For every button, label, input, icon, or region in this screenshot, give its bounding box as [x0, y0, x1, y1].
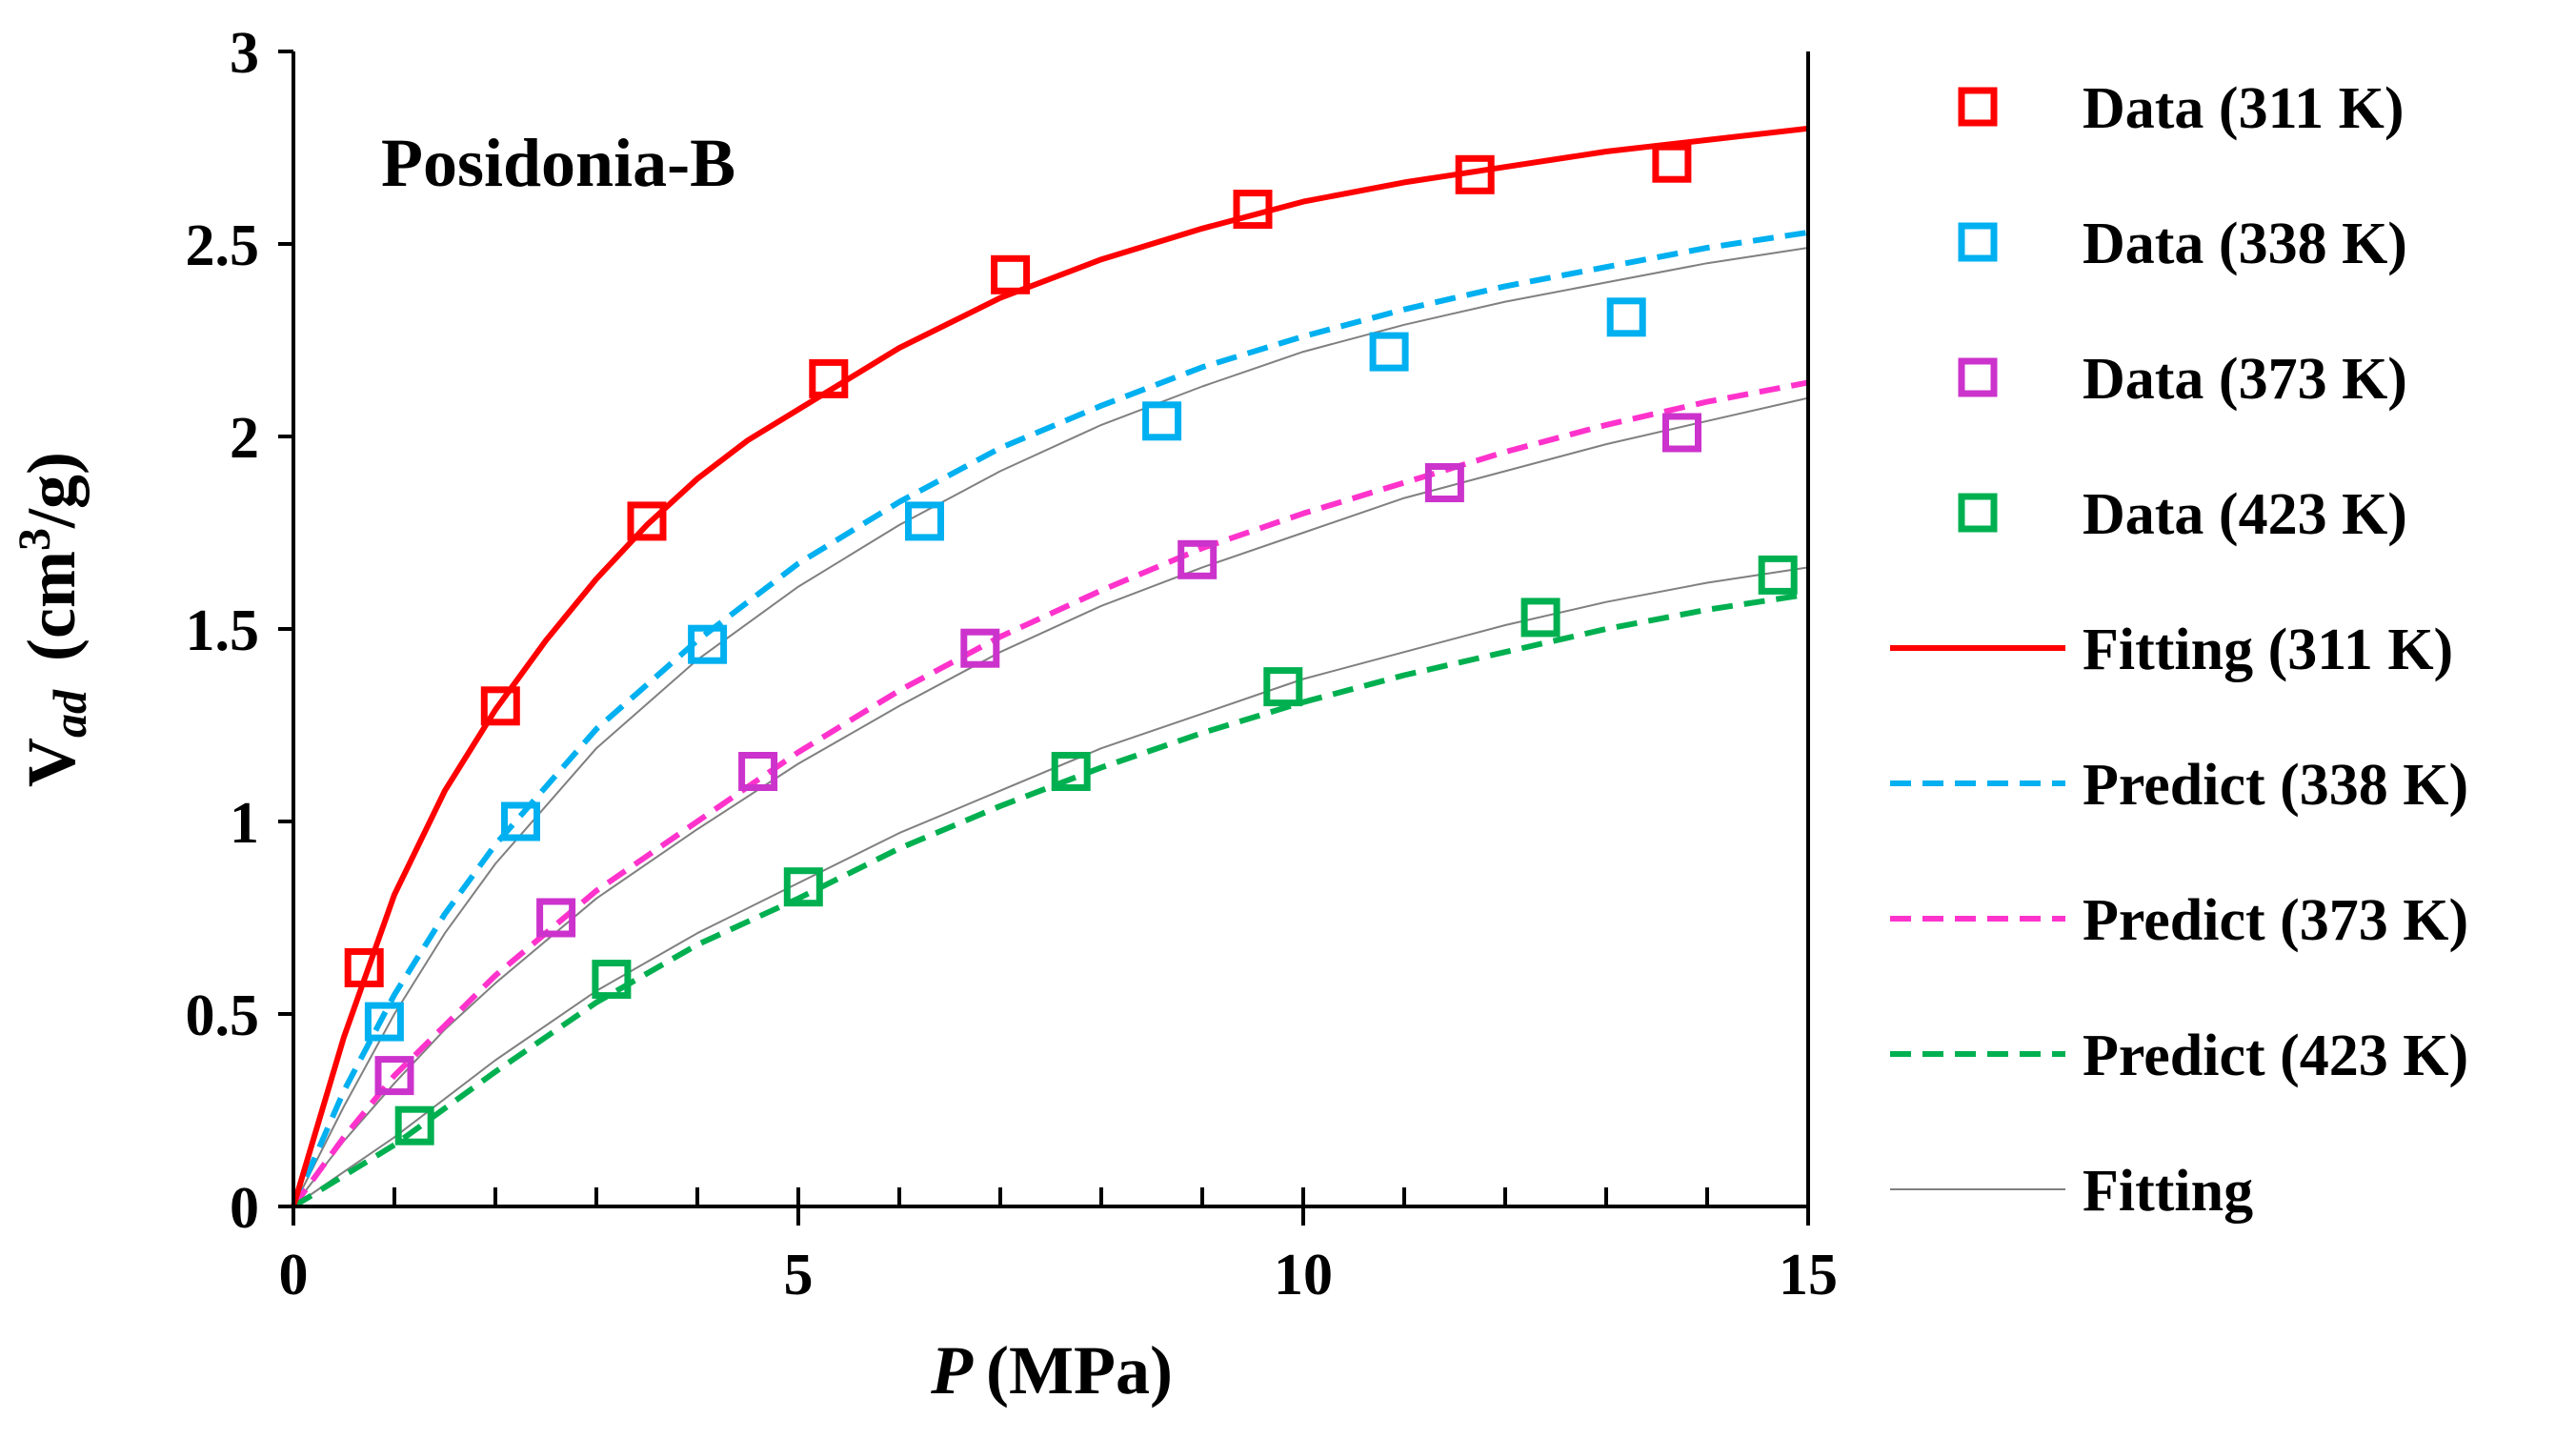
- point-data-338-k-2: [501, 801, 540, 841]
- x-tick-label: 5: [784, 1243, 814, 1307]
- legend-label-predict-423-k: Predict (423 K): [2083, 1024, 2468, 1088]
- legend-label-predict-373-k: Predict (373 K): [2083, 888, 2468, 953]
- legend-marker-data-311-k: [1958, 87, 1998, 127]
- y-tick-label: 0.5: [186, 983, 260, 1048]
- point-data-338-k-1: [364, 1002, 404, 1042]
- point-data-311-k-5: [991, 254, 1031, 294]
- point-data-423-k-3: [783, 867, 823, 907]
- x-axis-symbol: P: [930, 1332, 974, 1409]
- legend-label-fitting-311-k: Fitting (311 K): [2083, 618, 2453, 682]
- legend-label-data-311-k: Data (311 K): [2083, 76, 2405, 141]
- x-tick-label: 15: [1779, 1243, 1838, 1307]
- plot-area: [291, 125, 1809, 1209]
- point-data-311-k-2: [480, 686, 520, 726]
- legend-marker-data-423-k: [1958, 493, 1998, 533]
- point-data-373-k-1: [374, 1056, 414, 1096]
- point-data-373-k-4: [960, 628, 1000, 668]
- point-data-373-k-7: [1662, 413, 1701, 453]
- point-data-423-k-5: [1263, 667, 1303, 707]
- point-data-338-k-3: [688, 624, 728, 664]
- y-axis-subscript: ad: [43, 689, 96, 738]
- x-tick-label: 0: [279, 1243, 309, 1307]
- y-axis-unit: (cm: [13, 551, 90, 661]
- legend-label-data-373-k: Data (373 K): [2083, 347, 2407, 412]
- axes: 0 0.5 1 1.5 2 2.5 3 0 5 10 15: [186, 21, 1839, 1307]
- point-data-311-k-8: [1652, 143, 1692, 183]
- point-data-373-k-2: [536, 898, 576, 938]
- point-data-311-k-7: [1455, 154, 1495, 194]
- curve-predict-373-k: [291, 379, 1809, 1208]
- y-tick-label: 2.5: [186, 213, 260, 278]
- curve-fitting-2: [292, 396, 1809, 1207]
- y-tick-label: 3: [230, 21, 259, 86]
- point-data-311-k-4: [809, 358, 849, 398]
- legend-marker-data-373-k: [1958, 357, 1998, 397]
- y-axis-label: Vad (cm3/g): [10, 452, 96, 787]
- point-data-423-k-4: [1051, 752, 1091, 791]
- point-data-338-k-7: [1606, 297, 1646, 337]
- legend-label-data-338-k: Data (338 K): [2083, 212, 2407, 276]
- x-axis-unit: (MPa): [986, 1332, 1173, 1409]
- point-data-423-k-6: [1520, 598, 1560, 638]
- curve-fitting-3: [292, 566, 1809, 1207]
- legend-label-fitting: Fitting: [2083, 1159, 2253, 1224]
- curve-predict-338-k: [291, 229, 1809, 1208]
- point-data-373-k-6: [1424, 463, 1464, 502]
- legend-label-data-423-k: Data (423 K): [2083, 482, 2407, 547]
- curve-fitting-1: [292, 247, 1809, 1207]
- point-data-373-k-3: [738, 752, 778, 791]
- x-tick-label: 10: [1274, 1243, 1333, 1307]
- curve-fitting-311-k: [291, 125, 1809, 1207]
- point-data-311-k-1: [344, 948, 384, 987]
- y-axis-unit-end: /g): [13, 452, 90, 529]
- point-data-423-k-2: [592, 960, 632, 1000]
- chart-title: Posidonia-B: [381, 125, 735, 201]
- point-data-338-k-5: [1142, 401, 1182, 441]
- legend: Data (311 K) Data (338 K) Data (373 K) Data…: [1890, 76, 2468, 1224]
- point-data-423-k-7: [1758, 555, 1798, 595]
- point-data-423-k-1: [394, 1105, 434, 1145]
- curve-predict-423-k: [292, 591, 1809, 1209]
- point-data-338-k-6: [1369, 332, 1409, 372]
- point-data-373-k-5: [1177, 539, 1218, 579]
- y-tick-label: 1.5: [186, 598, 260, 663]
- y-tick-label: 0: [230, 1176, 259, 1241]
- point-data-311-k-3: [627, 501, 667, 541]
- y-tick-label: 2: [230, 406, 259, 471]
- y-tick-label: 1: [230, 791, 259, 856]
- x-axis-label: P (MPa): [930, 1332, 1173, 1409]
- point-data-338-k-4: [905, 501, 944, 541]
- legend-marker-data-338-k: [1958, 222, 1998, 262]
- legend-label-predict-338-k: Predict (338 K): [2083, 753, 2468, 818]
- y-axis-unit-superscript: 3: [10, 528, 60, 551]
- point-data-311-k-6: [1233, 190, 1273, 230]
- y-axis-main: V: [13, 738, 90, 787]
